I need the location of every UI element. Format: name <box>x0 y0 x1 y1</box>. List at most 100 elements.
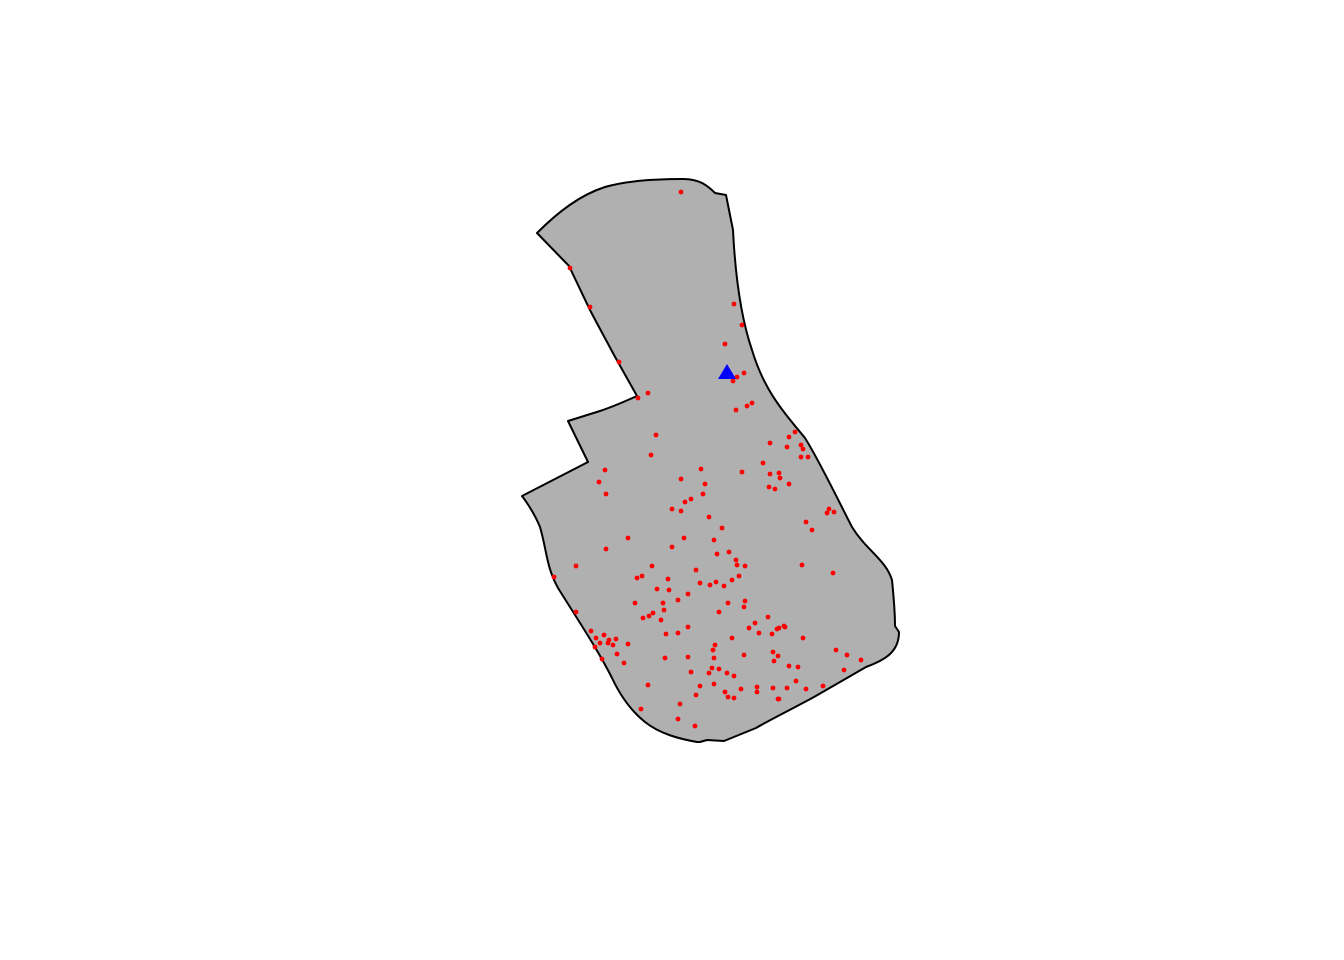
location-point <box>803 686 809 692</box>
location-point <box>658 617 664 623</box>
location-point <box>756 630 762 636</box>
location-point <box>784 444 790 450</box>
location-point <box>625 641 631 647</box>
location-point <box>675 630 681 636</box>
location-point <box>596 479 602 485</box>
location-point <box>685 591 691 597</box>
location-point <box>675 597 681 603</box>
location-point <box>709 665 715 671</box>
location-point <box>771 658 777 664</box>
location-point <box>729 635 735 641</box>
location-point <box>795 664 801 670</box>
location-point <box>760 460 766 466</box>
location-point <box>729 577 735 583</box>
location-point <box>805 454 811 460</box>
location-point <box>613 636 619 642</box>
location-point <box>793 678 799 684</box>
location-point <box>625 535 631 541</box>
location-point <box>833 647 839 653</box>
location-point <box>820 683 826 689</box>
location-point <box>736 573 742 579</box>
location-point <box>710 647 716 653</box>
location-point <box>716 609 722 615</box>
location-point <box>649 563 655 569</box>
location-point <box>693 567 699 573</box>
location-point <box>599 656 605 662</box>
location-point <box>706 670 712 676</box>
location-point <box>858 657 864 663</box>
location-point <box>592 644 598 650</box>
location-point <box>730 378 736 384</box>
location-point <box>678 189 684 195</box>
location-point <box>573 563 579 569</box>
location-point <box>830 570 836 576</box>
location-point <box>711 655 717 661</box>
location-point <box>614 651 620 657</box>
location-point <box>844 652 850 658</box>
location-point <box>669 544 675 550</box>
location-point <box>809 527 815 533</box>
location-point <box>653 432 659 438</box>
location-point <box>734 374 740 380</box>
location-point <box>741 652 747 658</box>
location-point <box>733 557 739 563</box>
location-point <box>573 609 579 615</box>
location-point <box>665 576 671 582</box>
location-point <box>786 663 792 669</box>
location-point <box>654 586 660 592</box>
location-point <box>784 685 790 691</box>
location-point <box>605 640 611 646</box>
location-point <box>770 685 776 691</box>
points-layer <box>551 189 864 729</box>
location-point <box>662 655 668 661</box>
triangle-marker <box>718 364 736 379</box>
location-point <box>688 496 694 502</box>
location-point <box>588 628 594 634</box>
location-point <box>567 265 573 271</box>
location-point <box>635 395 641 401</box>
location-point <box>770 649 776 655</box>
location-point <box>799 562 805 568</box>
location-point <box>697 580 703 586</box>
location-point <box>752 620 758 626</box>
location-point <box>706 514 712 520</box>
location-point <box>663 631 669 637</box>
location-point <box>772 486 778 492</box>
location-point <box>798 454 804 460</box>
location-point <box>669 506 675 512</box>
location-point <box>702 481 708 487</box>
marker-layer <box>718 364 736 379</box>
location-point <box>734 562 740 568</box>
location-point <box>601 632 607 638</box>
location-point <box>754 684 760 690</box>
location-point <box>712 642 718 648</box>
location-point <box>776 625 782 631</box>
location-point <box>692 723 698 729</box>
location-point <box>648 452 654 458</box>
location-point <box>685 654 691 660</box>
location-point <box>621 660 627 666</box>
location-point <box>765 614 771 620</box>
location-point <box>616 359 622 365</box>
location-point <box>739 322 745 328</box>
location-point <box>698 466 704 472</box>
location-point <box>713 579 719 585</box>
location-point <box>714 551 720 557</box>
location-point <box>603 491 609 497</box>
location-point <box>786 434 792 440</box>
location-point <box>551 574 557 580</box>
location-point <box>781 623 787 629</box>
location-point <box>739 469 745 475</box>
location-point <box>678 508 684 514</box>
location-point <box>722 341 728 347</box>
location-point <box>741 370 747 376</box>
location-point <box>639 573 645 579</box>
location-point <box>733 407 739 413</box>
location-point <box>766 484 772 490</box>
region-polygon <box>521 178 900 743</box>
location-point <box>685 624 691 630</box>
location-point <box>661 607 667 613</box>
location-point <box>731 673 737 679</box>
location-point <box>681 535 687 541</box>
location-point <box>767 440 773 446</box>
